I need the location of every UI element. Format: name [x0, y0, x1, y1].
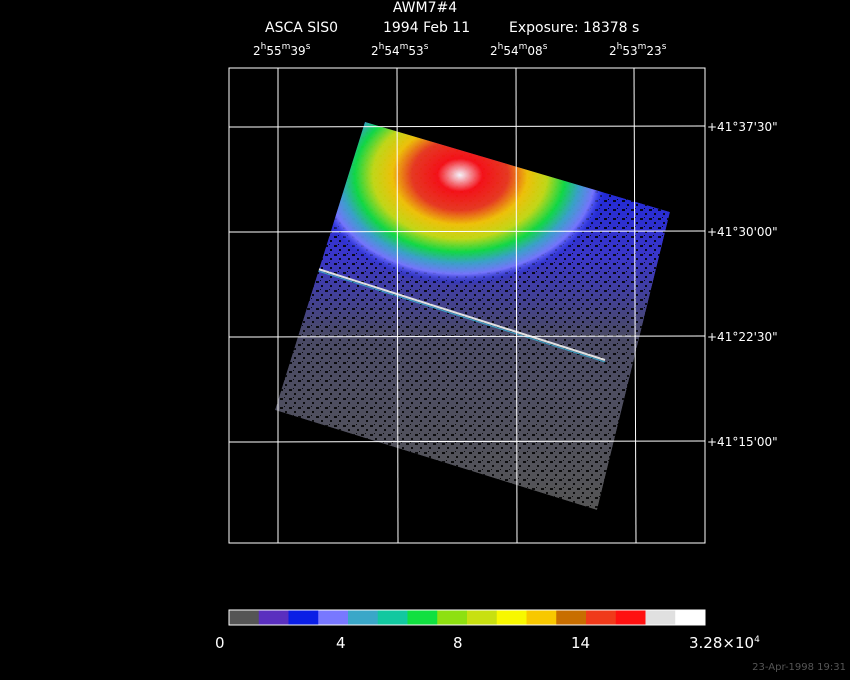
dec-tick-label-2: +41°30'00": [707, 225, 778, 239]
dec-tick-label-4: +41°15'00": [707, 435, 778, 449]
colorbar-label-14: 14: [571, 634, 591, 652]
colorbar-swatch: [556, 610, 587, 625]
colorbar-label-8: 8: [453, 634, 463, 652]
exposure-label: Exposure: 18378 s: [509, 20, 640, 36]
colorbar-swatch: [288, 610, 319, 625]
timestamp: 23-Apr-1998 19:31: [752, 662, 846, 673]
plot-frame: [228, 67, 706, 544]
colorbar-swatch: [318, 610, 349, 625]
observation-date: 1994 Feb 11: [382, 20, 471, 36]
ra-tick-label-1: 2h55m39s: [253, 42, 311, 58]
colorbar-swatch: [645, 610, 676, 625]
dec-tick-label-3: +41°22'30": [707, 330, 778, 344]
colorbar-swatch: [526, 610, 557, 625]
colorbar-swatch: [615, 610, 646, 625]
colorbar-swatch: [407, 610, 438, 625]
colorbar: [229, 610, 706, 625]
colorbar-swatch: [229, 610, 260, 625]
instrument-label: ASCA SIS0: [265, 20, 339, 36]
ra-tick-label-2: 2h54m53s: [371, 42, 429, 58]
colorbar-frame: [228, 609, 706, 626]
dec-tick-label-1: +41°37'30": [707, 120, 778, 134]
colorbar-swatch: [377, 610, 408, 625]
colorbar-swatch: [496, 610, 527, 625]
detector-field: [275, 122, 670, 510]
title-line: ASCA SIS0 1994 Feb 11 Exposure: 18378 s: [265, 20, 639, 36]
coordinate-grid: [228, 67, 706, 544]
colorbar-swatch: [467, 610, 498, 625]
ra-tick-label-4: 2h53m23s: [609, 42, 667, 58]
colorbar-swatch: [586, 610, 617, 625]
colorbar-swatch: [348, 610, 379, 625]
colorbar-label-0: 0: [215, 634, 225, 652]
colorbar-label-4: 4: [336, 634, 346, 652]
colorbar-swatch: [258, 610, 289, 625]
colorbar-label-max: 3.28×104: [689, 634, 760, 652]
colorbar-swatch: [675, 610, 706, 625]
colorbar-swatch: [437, 610, 468, 625]
title-target: AWM7#4: [392, 0, 458, 16]
ra-tick-label-3: 2h54m08s: [490, 42, 548, 58]
